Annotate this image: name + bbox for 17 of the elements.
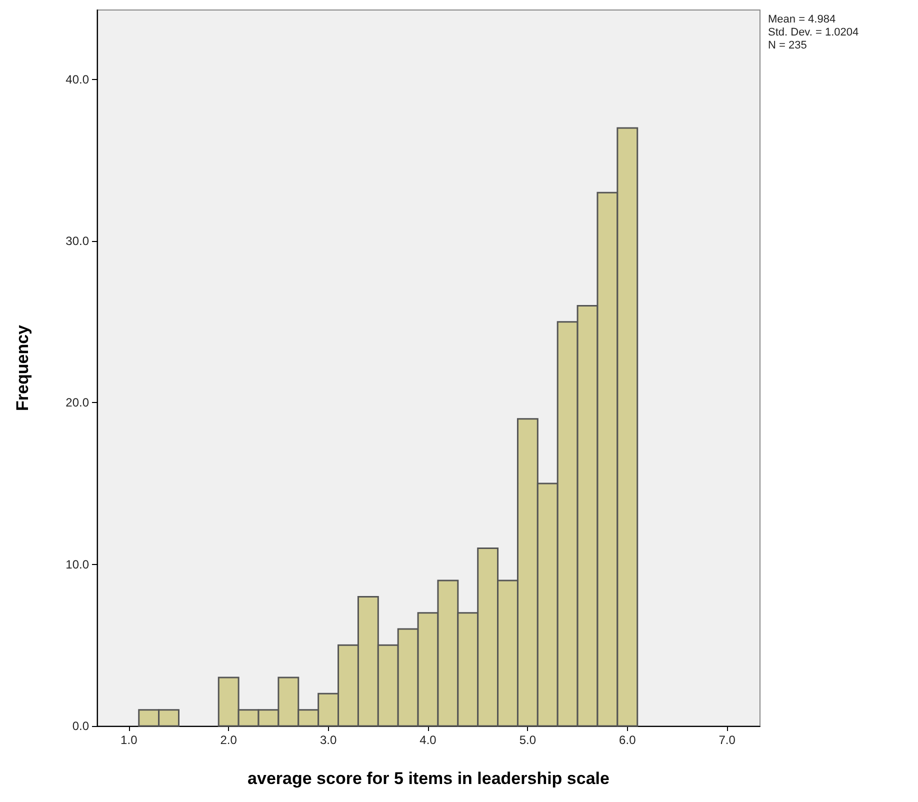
x-tick-label: 6.0: [619, 733, 636, 747]
y-tick-label: 20.0: [66, 396, 90, 410]
x-tick-label: 2.0: [220, 733, 238, 747]
y-tick-label: 0.0: [72, 719, 90, 733]
x-tick-label: 5.0: [519, 733, 536, 747]
y-tick-label: 40.0: [66, 72, 90, 86]
x-tick-label: 7.0: [718, 733, 736, 747]
x-tick-label: 1.0: [120, 733, 138, 747]
x-axis-title: average score for 5 items in leadership scale: [248, 769, 610, 788]
text: Mean = 4.984: [768, 14, 836, 26]
text: Std. Dev. = 1.0204: [768, 26, 859, 38]
y-axis-title: Frequency: [13, 324, 32, 411]
y-tick-label: 30.0: [66, 234, 90, 248]
text: N = 235: [768, 40, 807, 52]
y-tick-label: 10.0: [66, 557, 90, 572]
x-tick-label: 4.0: [420, 733, 437, 747]
x-tick-label: 3.0: [320, 733, 337, 747]
